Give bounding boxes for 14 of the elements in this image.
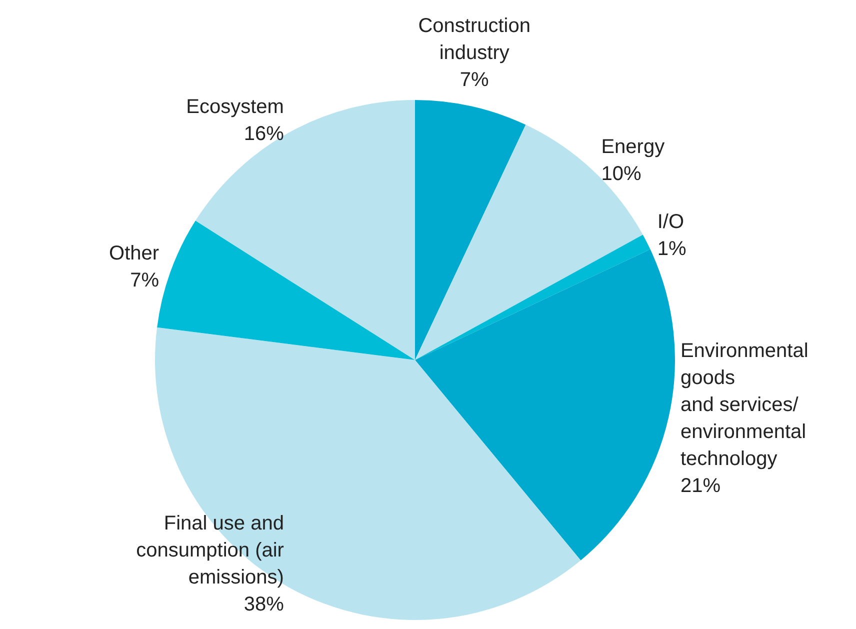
data-label: 7% <box>460 69 490 92</box>
data-label: 21% <box>680 474 721 497</box>
data-label: 38% <box>244 594 284 616</box>
slice-label: I/O <box>657 211 684 234</box>
data-label: 16% <box>244 123 284 146</box>
slice-label: Final use and consumption (air emissions) <box>136 512 284 589</box>
data-label: 1% <box>657 238 686 260</box>
data-label: 7% <box>130 269 160 292</box>
slice-label: Energy <box>601 136 665 158</box>
data-label: 10% <box>601 163 642 186</box>
slice-label: Construction industry <box>418 15 530 64</box>
slice-label: Other <box>109 242 160 264</box>
slice-label: Ecosystem <box>186 96 284 118</box>
slice-label: Environmental goods and services/ environmental technology <box>680 340 808 470</box>
